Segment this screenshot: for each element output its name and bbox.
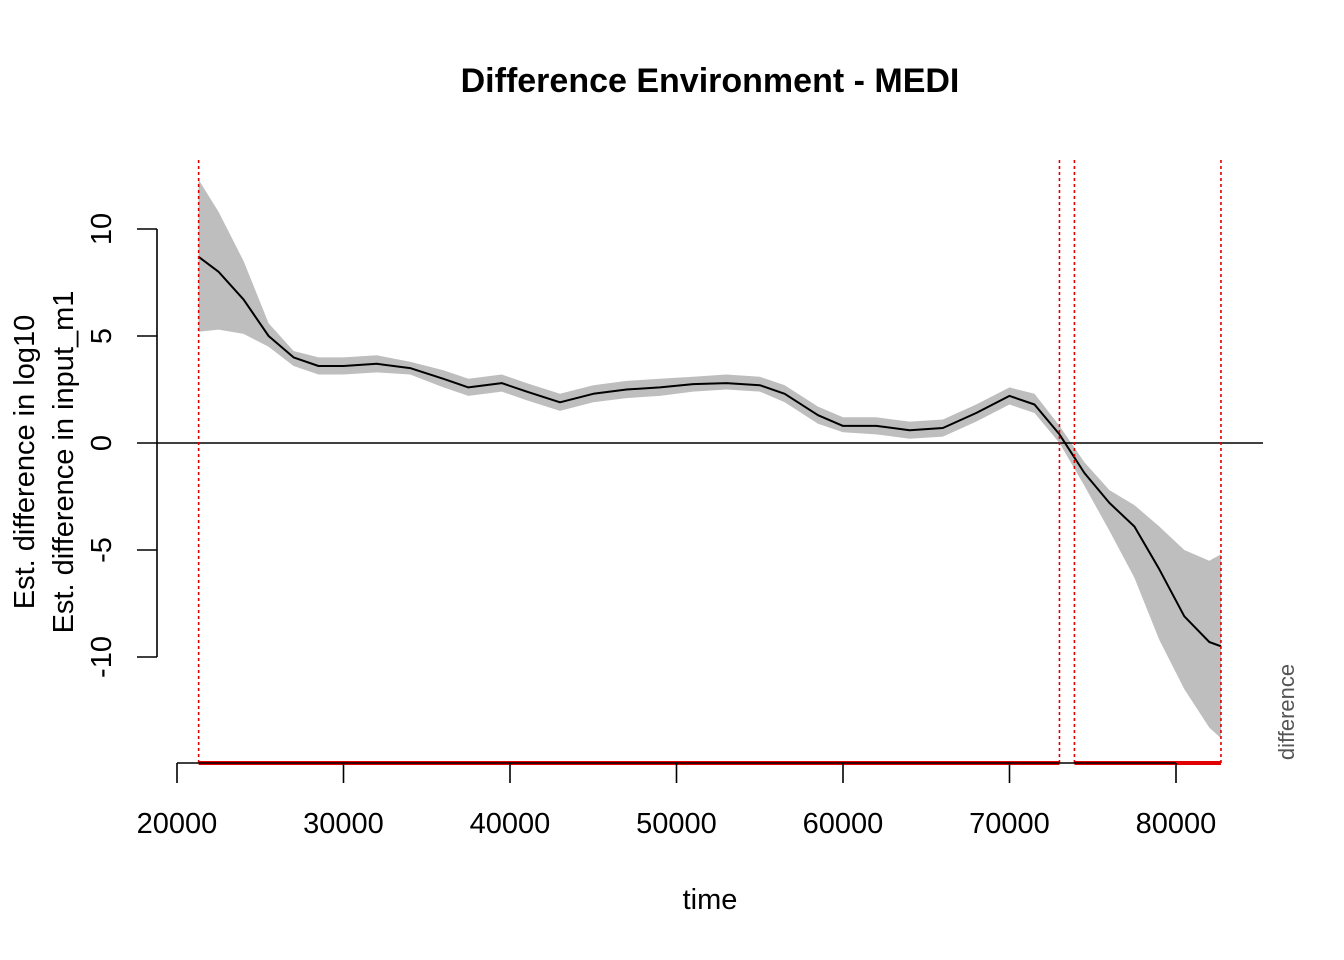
confidence-band-layer xyxy=(198,179,1222,739)
x-tick-label: 20000 xyxy=(137,808,218,840)
y-axis-label-line1: Est. difference in log10 xyxy=(9,315,41,610)
y-tick-label: -5 xyxy=(86,537,118,563)
x-tick-label: 40000 xyxy=(470,808,551,840)
significance-boundary-layer xyxy=(197,160,1222,763)
y-tick-label: 10 xyxy=(86,213,118,245)
x-tick-label: 60000 xyxy=(803,808,884,840)
side-label: difference xyxy=(1274,664,1299,760)
chart-title: Difference Environment - MEDI xyxy=(461,62,960,100)
y-tick-label: 5 xyxy=(86,328,118,344)
x-tick-label: 50000 xyxy=(636,808,717,840)
x-tick-label: 70000 xyxy=(969,808,1050,840)
y-tick-label: -10 xyxy=(86,636,118,678)
x-tick-label: 80000 xyxy=(1136,808,1217,840)
y-tick-label: 0 xyxy=(86,435,118,451)
x-axis: 20000 30000 40000 50000 60000 70000 80000 xyxy=(137,762,1217,840)
estimate-line xyxy=(198,256,1222,648)
estimate-line-layer xyxy=(198,256,1222,648)
x-tick-label: 30000 xyxy=(303,808,384,840)
x-axis-label: time xyxy=(683,884,738,916)
y-axis: 10 5 0 -5 -10 xyxy=(86,213,158,678)
y-axis-label-line2: Est. difference in input_m1 xyxy=(48,291,80,634)
confidence-band xyxy=(198,179,1222,739)
